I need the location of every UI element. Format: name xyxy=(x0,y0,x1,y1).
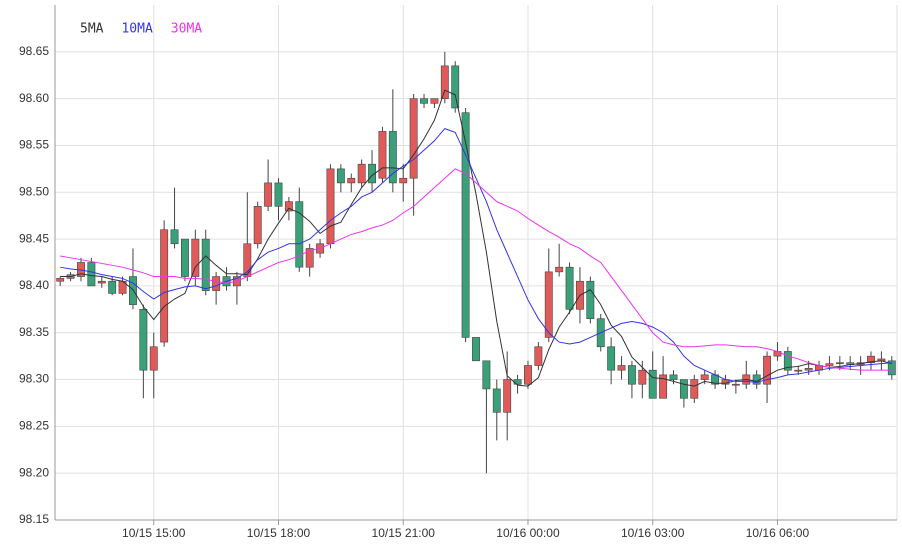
candle-body xyxy=(503,379,512,413)
candle-body xyxy=(264,182,273,207)
candle-body xyxy=(181,238,189,277)
candle-body xyxy=(212,276,221,291)
candle-body xyxy=(274,182,283,207)
x-tick-label: 10/15 15:00 xyxy=(122,526,186,540)
candle-body xyxy=(627,365,636,385)
y-tick-label: 98.60 xyxy=(19,91,49,105)
candle-body xyxy=(555,266,564,273)
candle-body xyxy=(544,271,553,338)
candle-body xyxy=(617,365,626,371)
candle-body xyxy=(295,201,304,268)
candle-body xyxy=(305,248,314,268)
candle-body xyxy=(451,65,460,109)
candle-body xyxy=(867,355,875,363)
x-tick-label: 10/16 00:00 xyxy=(496,526,560,540)
y-tick-label: 98.30 xyxy=(19,372,49,386)
candle-body xyxy=(835,362,844,364)
x-tick-label: 10/16 03:00 xyxy=(621,526,685,540)
y-tick-label: 98.35 xyxy=(19,325,49,339)
candle-body xyxy=(607,346,616,371)
candle-body xyxy=(648,369,657,399)
candle-body xyxy=(347,177,356,184)
candle-body xyxy=(160,229,169,343)
candle-body xyxy=(97,280,106,284)
candle-body xyxy=(139,309,148,371)
candle-body xyxy=(253,206,262,245)
y-tick-label: 98.55 xyxy=(19,138,49,152)
candle-body xyxy=(783,351,792,371)
candle-body xyxy=(669,374,678,380)
legend-entry: 5MA xyxy=(80,22,104,37)
candle-body xyxy=(700,374,709,380)
legend-entry: 30MA xyxy=(171,22,202,37)
candle-body xyxy=(440,65,449,99)
candle-body xyxy=(399,177,408,184)
legend: 5MA 10MA 30MA xyxy=(80,22,202,37)
ma-line xyxy=(60,128,892,383)
candle-body xyxy=(170,229,179,245)
candle-body xyxy=(56,278,65,282)
legend-entry: 10MA xyxy=(121,22,152,37)
y-tick-label: 98.15 xyxy=(19,512,49,526)
y-tick-label: 98.25 xyxy=(19,419,49,433)
y-tick-label: 98.20 xyxy=(19,465,49,479)
candle-body xyxy=(804,368,813,371)
candle-body xyxy=(534,346,543,366)
candle-body xyxy=(368,163,376,184)
candle-body xyxy=(482,360,491,390)
y-tick-label: 98.50 xyxy=(19,184,49,198)
candle-body xyxy=(887,360,896,376)
candle-body xyxy=(201,238,210,291)
x-tick-label: 10/15 21:00 xyxy=(372,526,436,540)
candle-body xyxy=(357,163,366,184)
ma-line xyxy=(60,168,892,371)
y-tick-label: 98.40 xyxy=(19,278,49,292)
candle-body xyxy=(409,98,418,179)
candle-body xyxy=(586,280,595,319)
y-tick-label: 98.65 xyxy=(19,44,49,58)
candle-body xyxy=(87,262,96,287)
candle-body xyxy=(492,388,501,413)
candle-body xyxy=(378,131,387,179)
y-tick-label: 98.45 xyxy=(19,231,49,245)
candle-body xyxy=(763,355,772,385)
candle-body xyxy=(794,369,803,372)
x-tick-label: 10/15 18:00 xyxy=(247,526,311,540)
candle-body xyxy=(565,266,574,310)
candle-body xyxy=(108,280,117,294)
candle-body xyxy=(430,98,439,104)
candle-body xyxy=(326,168,335,245)
candle-body xyxy=(461,112,470,338)
candle-body xyxy=(472,337,480,362)
candle-body xyxy=(731,383,740,386)
candle-body xyxy=(149,346,158,371)
x-tick-label: 10/16 06:00 xyxy=(746,526,810,540)
candle-body xyxy=(191,238,200,277)
candle-body xyxy=(388,131,397,184)
ma-line xyxy=(60,89,892,387)
candle-body xyxy=(524,365,532,385)
candle-body xyxy=(679,379,688,399)
candle-body xyxy=(690,379,699,399)
candle-body xyxy=(659,374,668,399)
candle-body xyxy=(638,369,647,385)
candle-body xyxy=(336,168,345,184)
candle-body xyxy=(284,201,293,212)
candle-body xyxy=(825,363,834,366)
candle-body xyxy=(420,98,428,104)
